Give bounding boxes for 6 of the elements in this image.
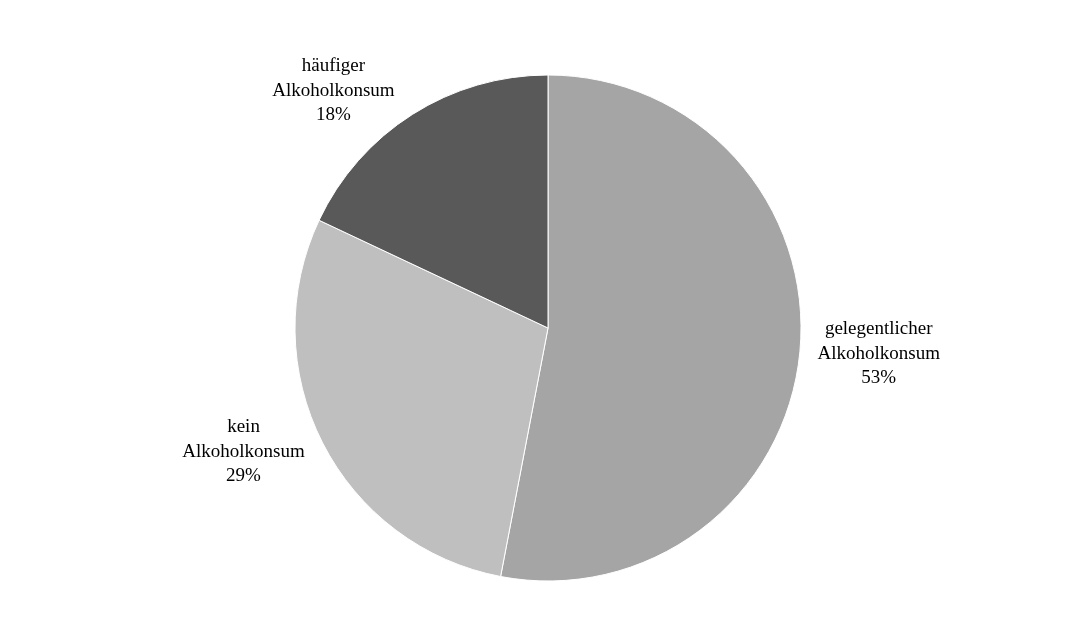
slice-label: gelegentlicher Alkoholkonsum	[817, 316, 941, 363]
slice-label: kein Alkoholkonsum	[182, 414, 305, 461]
slice-label: häufiger Alkoholkonsum	[272, 54, 395, 100]
data-label: 29%	[226, 464, 262, 486]
data-label: 18%	[315, 103, 351, 125]
data-label: 53%	[861, 366, 897, 388]
